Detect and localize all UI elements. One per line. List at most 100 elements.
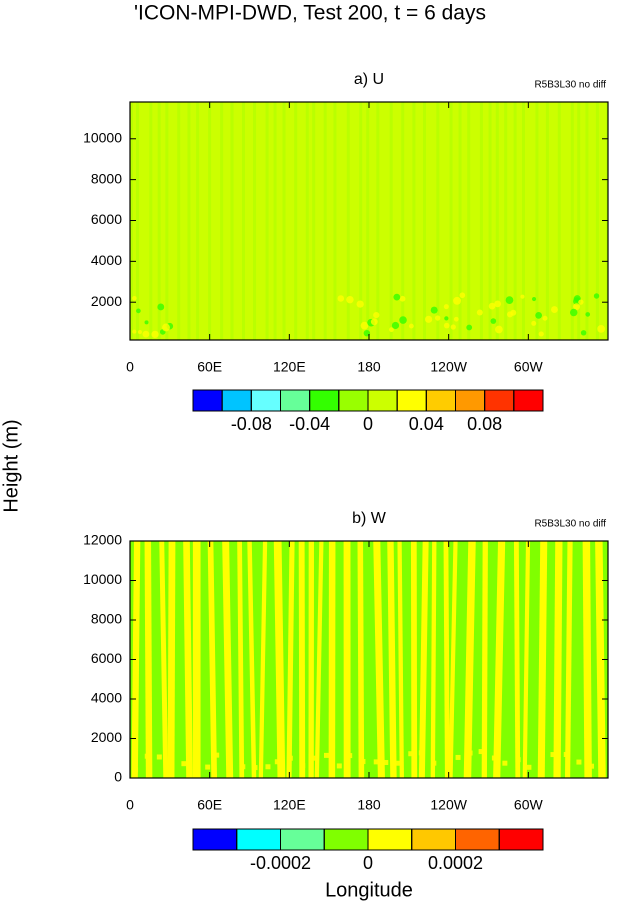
field-stripe	[187, 102, 191, 340]
colorbar-box	[323, 828, 369, 851]
y-tick-label: 8000	[91, 611, 122, 627]
field-stripe	[165, 102, 169, 340]
field-cell	[531, 320, 537, 326]
y-tick-label: 2000	[91, 729, 122, 745]
field-fill	[130, 102, 608, 340]
field-cell	[431, 760, 437, 766]
field-stripe	[412, 102, 416, 340]
field-cell	[391, 321, 400, 330]
y-tick-label: 4000	[91, 690, 122, 706]
field-cell	[300, 763, 306, 769]
field-stripe	[265, 102, 269, 340]
field-stripe	[294, 102, 298, 340]
field-cell	[265, 764, 271, 770]
y-tick-label: 6000	[91, 211, 122, 227]
field-cell	[459, 292, 466, 299]
colorbar-box	[425, 389, 457, 412]
field-cell	[337, 295, 345, 302]
field-stripe	[357, 541, 365, 778]
field-cell	[495, 325, 503, 334]
field-cell	[526, 764, 532, 770]
field-cell	[453, 296, 461, 305]
field-stripe	[144, 541, 153, 778]
y-tick-label: 8000	[91, 170, 122, 186]
field-cell	[193, 757, 199, 763]
field-stripe	[220, 102, 224, 340]
figure-title: 'ICON-MPI-DWD, Test 200, t = 6 days	[134, 2, 486, 25]
field-cell	[336, 763, 342, 769]
field-cell	[531, 296, 537, 302]
y-tick-label: 12000	[83, 532, 122, 548]
field-cell	[551, 306, 558, 314]
field-cell	[360, 759, 366, 765]
field-cell	[593, 293, 600, 299]
field-stripe	[605, 102, 608, 340]
field-stripe	[177, 102, 181, 340]
field-stripe	[241, 102, 245, 340]
field-stripe	[389, 102, 393, 340]
field-cell	[214, 752, 220, 758]
field-cell	[408, 751, 414, 757]
field-stripe	[436, 102, 440, 340]
field-stripe	[208, 102, 212, 340]
colorbar-box	[455, 828, 500, 851]
field-cell	[356, 300, 364, 308]
field-stripe	[323, 102, 327, 340]
field-cell	[455, 754, 461, 760]
colorbar-box	[498, 828, 544, 851]
x-axis-label: Longitude	[325, 879, 413, 901]
colorbar-label: 0.04	[409, 414, 444, 434]
y-axis-label: Height (m)	[0, 419, 22, 512]
field-stripe	[479, 102, 483, 340]
field-stripe	[247, 541, 257, 778]
colorbar-box	[250, 389, 281, 412]
field-cell	[162, 323, 170, 332]
field-cell	[418, 750, 424, 756]
field-stripe	[585, 102, 589, 340]
field-stripe	[196, 102, 200, 340]
field-stripe	[149, 102, 153, 340]
field-cell	[346, 295, 354, 304]
field-stripe	[488, 102, 492, 340]
field-stripe	[410, 541, 418, 778]
field-stripe	[397, 541, 404, 778]
field-cell	[132, 329, 137, 334]
field-stripe	[423, 102, 427, 340]
field-stripe	[192, 541, 201, 778]
field-cell	[563, 751, 569, 757]
colorbar-label: -0.08	[231, 414, 272, 434]
field-cell	[467, 750, 473, 756]
field-stripe	[298, 541, 306, 778]
colorbar-label: 0	[363, 414, 373, 434]
colorbar-box	[192, 828, 238, 851]
field-stripe	[513, 102, 517, 340]
field-cell	[569, 308, 578, 317]
field-stripe	[207, 541, 218, 778]
colorbar-box	[455, 389, 486, 412]
field-stripe	[359, 102, 363, 340]
field-cell	[142, 330, 150, 338]
colorbar-box	[338, 389, 369, 412]
field-cell	[144, 753, 150, 759]
field-cell	[490, 318, 497, 324]
field-stripe	[495, 102, 499, 340]
field-stripe	[443, 541, 450, 778]
x-tick-label: 120E	[273, 797, 306, 813]
field-cell	[539, 754, 545, 760]
y-tick-label: 2000	[91, 293, 122, 309]
field-stripe	[333, 102, 337, 340]
field-cell	[399, 316, 407, 324]
field-stripe	[346, 102, 350, 340]
field-cell	[205, 764, 211, 770]
field-stripe	[258, 541, 268, 778]
field-cell	[133, 767, 139, 773]
field-stripe	[253, 102, 257, 340]
field-cell	[520, 294, 525, 299]
field-stripe	[418, 541, 429, 778]
field-cell	[494, 300, 502, 308]
field-cell	[399, 295, 406, 302]
colorbar-label: -0.0002	[250, 853, 311, 873]
colorbar-box	[367, 828, 413, 851]
field-cell	[363, 329, 371, 337]
